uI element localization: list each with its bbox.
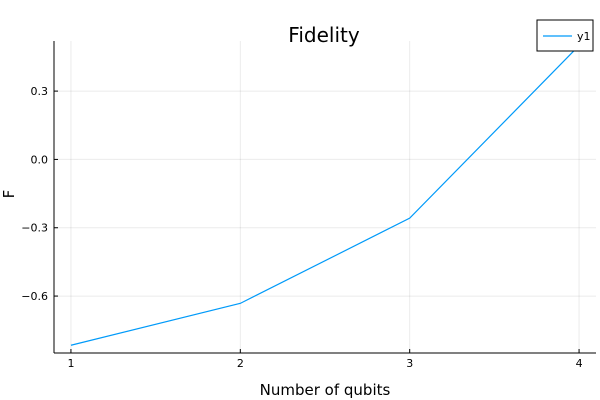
x-axis-label: Number of qubits	[260, 381, 391, 399]
series-line-y1	[70, 45, 580, 346]
series-group	[70, 45, 580, 346]
legend-label-y1: y1	[577, 30, 591, 43]
y-tick-label: −0.6	[21, 290, 48, 303]
y-tick-label: 0.0	[31, 153, 49, 166]
y-axis-label: F	[0, 190, 18, 199]
tick-labels: 0.3 0.0 −0.3 −0.6 1 2 3 4	[21, 85, 582, 370]
x-tick-label: 4	[576, 357, 583, 370]
x-tick-label: 3	[406, 357, 413, 370]
chart-title: Fidelity	[288, 23, 360, 47]
x-tick-label: 2	[237, 357, 244, 370]
grid-lines	[54, 41, 596, 353]
axes	[53, 41, 596, 354]
y-tick-label: 0.3	[31, 85, 49, 98]
y-tick-label: −0.3	[21, 222, 48, 235]
legend: y1	[536, 19, 594, 52]
x-tick-label: 1	[67, 357, 74, 370]
